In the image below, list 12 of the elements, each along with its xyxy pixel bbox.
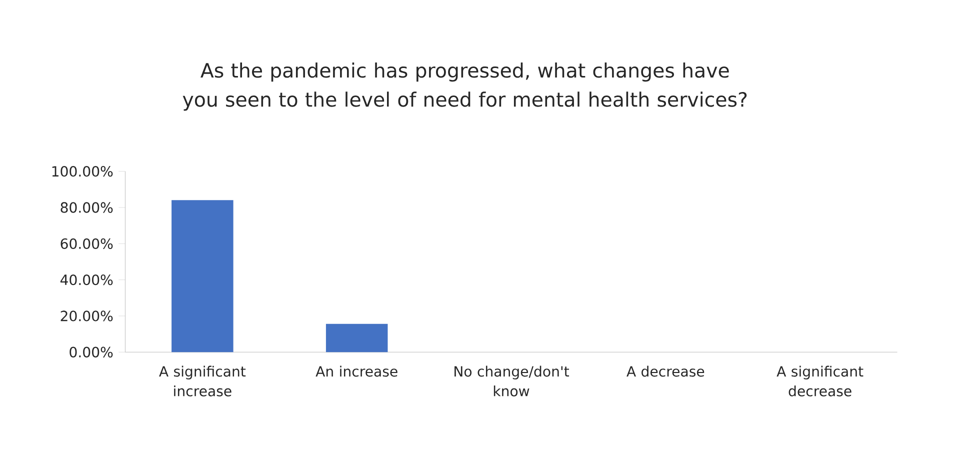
y-tick-label: 60.00% (60, 238, 113, 250)
x-tick-label: A significant increase (159, 366, 246, 397)
y-tick-label: 0.00% (70, 347, 113, 358)
y-tick-label: 20.00% (60, 310, 113, 322)
y-tick-label: 100.00% (52, 166, 113, 177)
x-tick-label: An increase (316, 366, 398, 377)
x-tick-label: A significant decrease (776, 366, 864, 397)
y-tick-label: 40.00% (60, 274, 113, 286)
chart-title: As the pandemic has progressed, what changes have you seen to the level of need for mental health services? (182, 62, 747, 111)
y-tick-label: 80.00% (60, 202, 113, 214)
x-tick-label: A decrease (626, 366, 704, 377)
x-tick-label: No change/don't know (454, 366, 570, 397)
